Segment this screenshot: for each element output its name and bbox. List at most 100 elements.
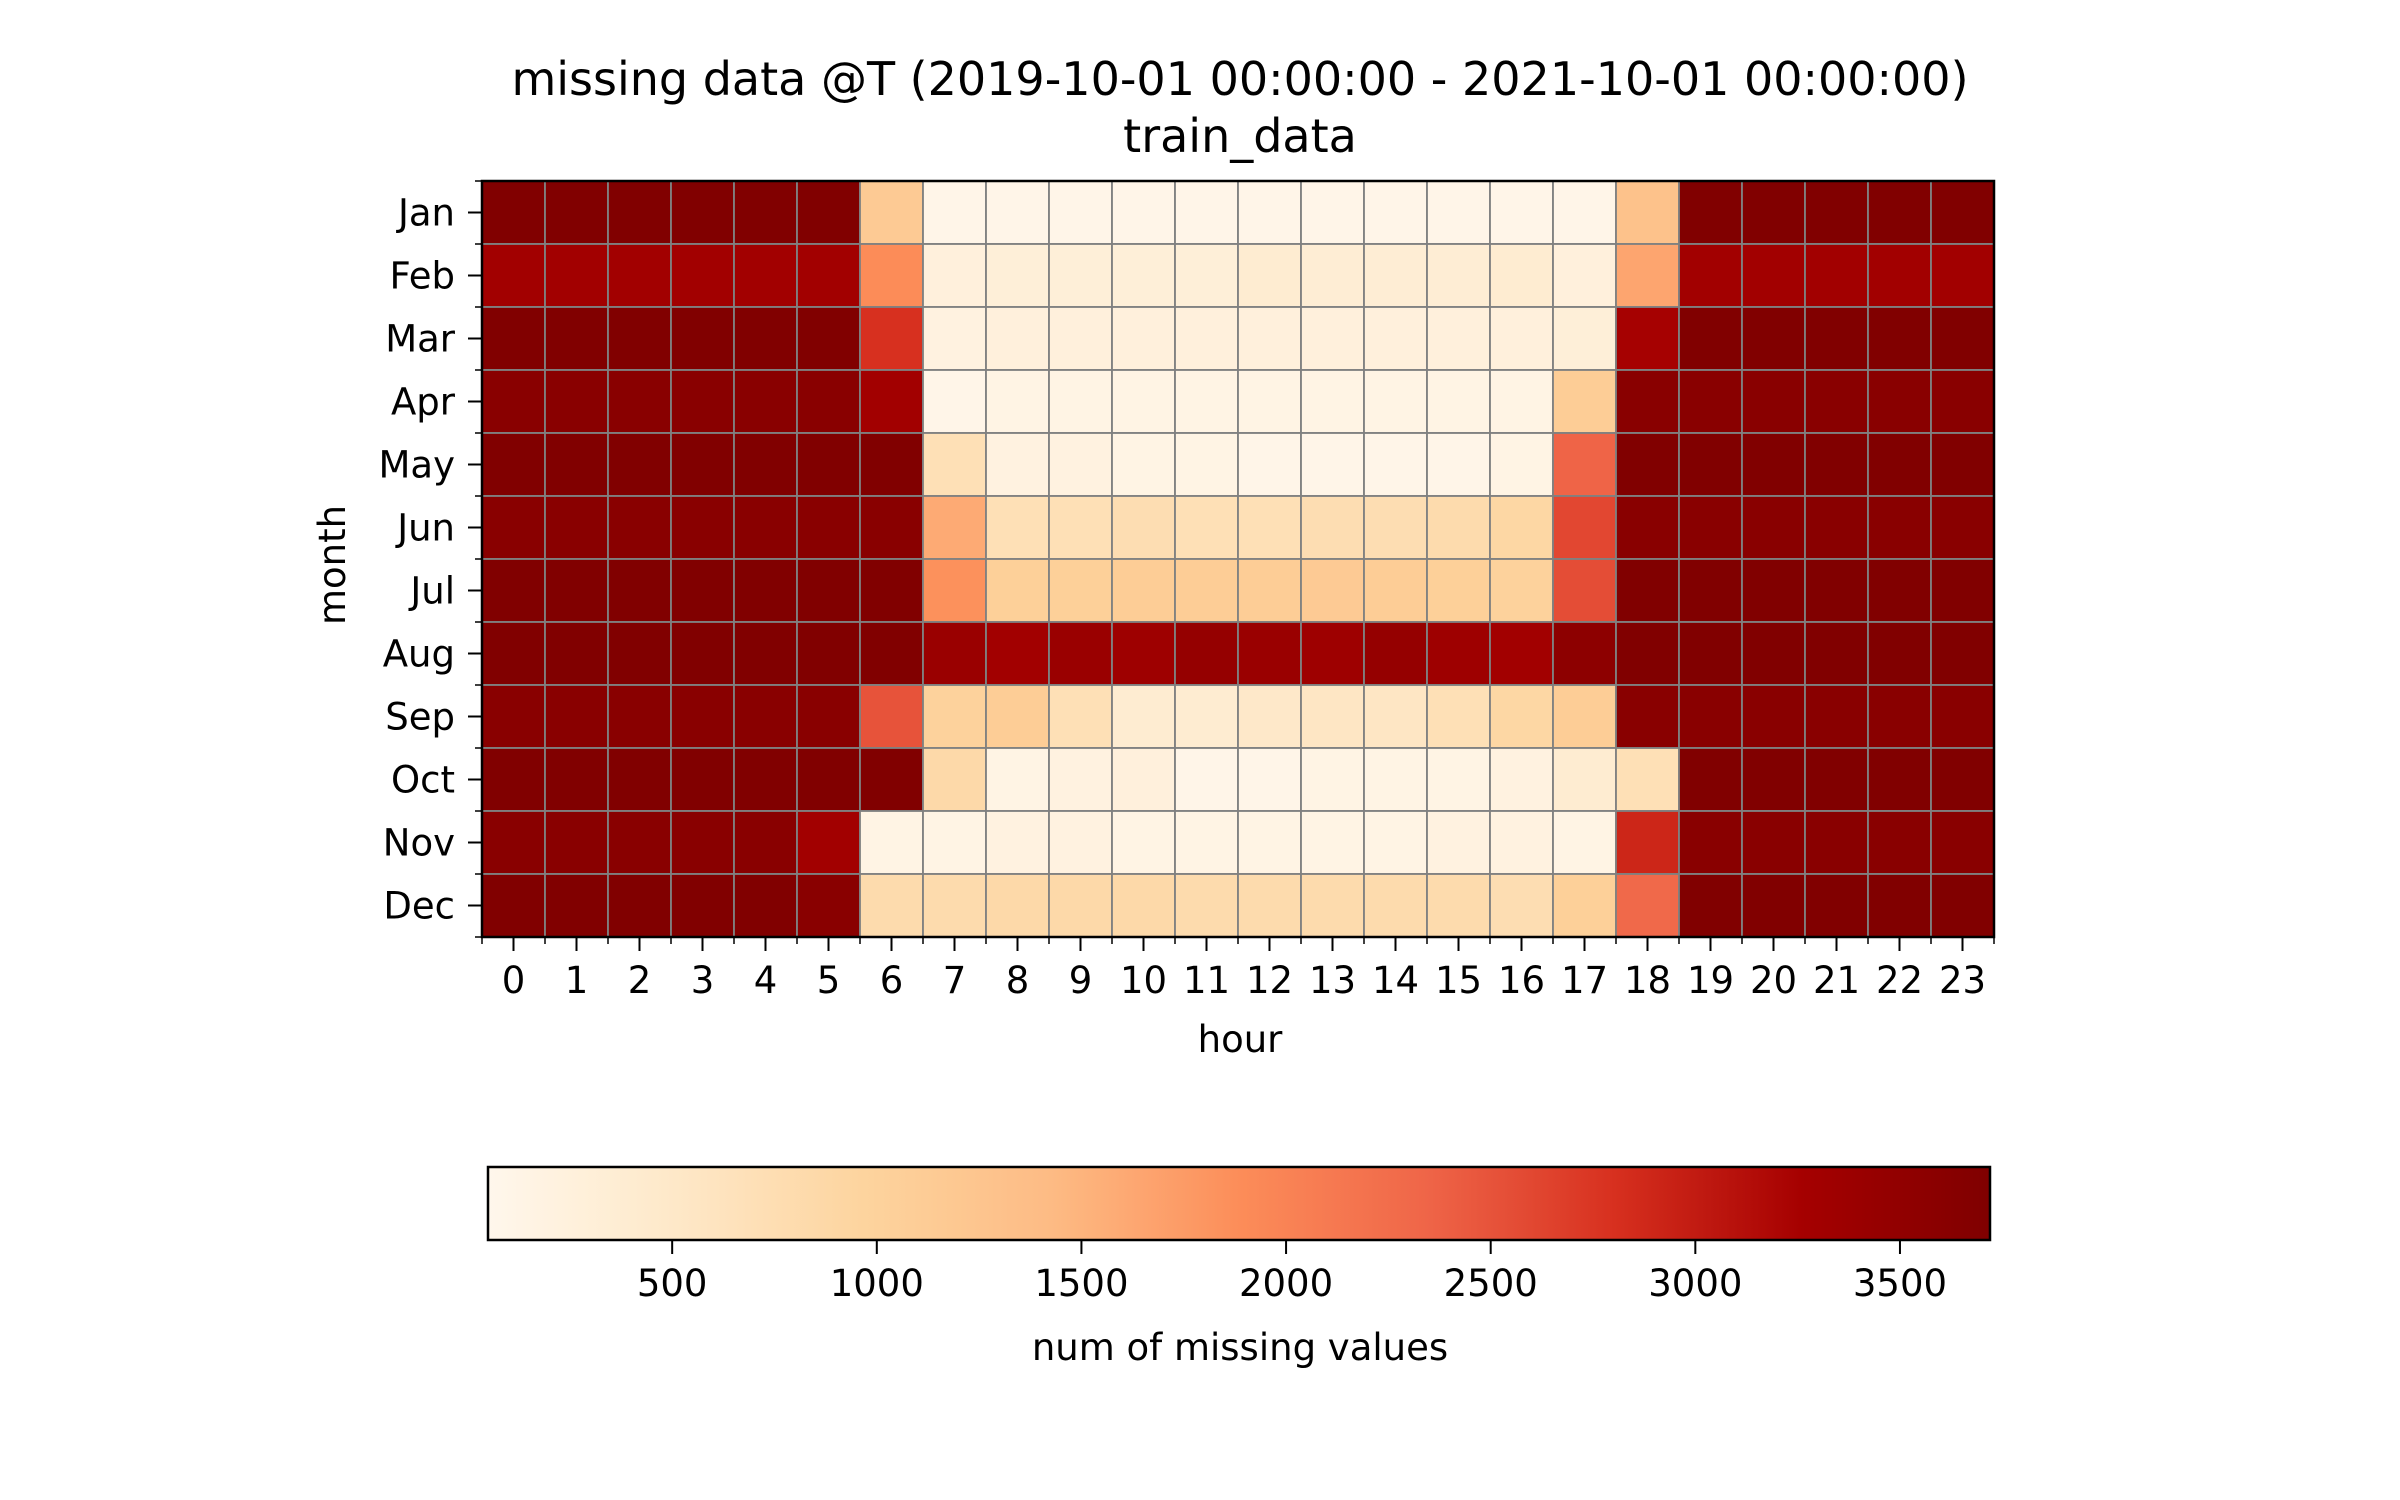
heatmap-cell xyxy=(1363,621,1428,686)
heatmap-cell xyxy=(1741,810,1806,875)
heatmap-cell xyxy=(1426,180,1491,245)
x-tick-label: 5 xyxy=(817,959,841,1002)
heatmap-cell xyxy=(1300,180,1365,245)
heatmap-cell xyxy=(1615,369,1680,434)
heatmap-cell xyxy=(1300,369,1365,434)
heatmap-cell xyxy=(859,306,924,371)
heatmap-cell xyxy=(1300,810,1365,875)
heatmap-cell xyxy=(1174,873,1239,938)
heatmap-cell xyxy=(1552,180,1617,245)
heatmap-cell xyxy=(1804,621,1869,686)
heatmap-cell xyxy=(1048,747,1113,812)
x-tick-label: 17 xyxy=(1561,959,1608,1002)
heatmap-cell xyxy=(1489,243,1554,308)
heatmap-cell xyxy=(1174,180,1239,245)
heatmap-cell xyxy=(1804,306,1869,371)
heatmap-cell xyxy=(1426,306,1491,371)
heatmap-cell xyxy=(922,495,987,560)
axis-ticks: 0 1 2 3 4 5 6 7 8 9 10 11 12 13 14 15 16 17 18 19 20 21 22 23Ja… xyxy=(379,180,1995,1002)
heatmap-cell xyxy=(544,432,609,497)
heatmap-cell xyxy=(481,432,546,497)
heatmap-cell xyxy=(733,495,798,560)
heatmap-cell xyxy=(1363,243,1428,308)
heatmap-cell xyxy=(1930,747,1995,812)
heatmap-cell xyxy=(733,684,798,749)
heatmap-cell xyxy=(1678,810,1743,875)
heatmap-cell xyxy=(1363,369,1428,434)
y-tick-label: Oct xyxy=(391,759,455,802)
heatmap-cell xyxy=(481,747,546,812)
heatmap-cell xyxy=(1237,306,1302,371)
heatmap-cell xyxy=(1111,747,1176,812)
heatmap-cell xyxy=(670,747,735,812)
heatmap-cell xyxy=(1300,558,1365,623)
x-tick-label: 19 xyxy=(1687,959,1734,1002)
x-tick-label: 13 xyxy=(1309,959,1356,1002)
heatmap-cell xyxy=(670,558,735,623)
heatmap-cell xyxy=(733,810,798,875)
heatmap-cell xyxy=(1300,243,1365,308)
heatmap-cell xyxy=(1111,369,1176,434)
heatmap-cell xyxy=(1930,558,1995,623)
heatmap-cell xyxy=(859,810,924,875)
heatmap-cell xyxy=(859,243,924,308)
heatmap-cell xyxy=(1741,432,1806,497)
heatmap-cell xyxy=(859,873,924,938)
heatmap-cell xyxy=(670,684,735,749)
heatmap-cell xyxy=(1237,621,1302,686)
x-tick-label: 4 xyxy=(754,959,778,1002)
heatmap-cell xyxy=(607,432,672,497)
heatmap-cell xyxy=(1111,558,1176,623)
heatmap-cell xyxy=(922,306,987,371)
x-tick-label: 6 xyxy=(880,959,904,1002)
heatmap-cell xyxy=(1237,495,1302,560)
colorbar-tick-label: 500 xyxy=(637,1262,708,1305)
heatmap-cell xyxy=(1930,873,1995,938)
heatmap-cell xyxy=(922,432,987,497)
heatmap-cell xyxy=(1048,684,1113,749)
heatmap-cell xyxy=(1804,684,1869,749)
x-axis-label: hour xyxy=(1198,1018,1284,1061)
x-tick-label: 2 xyxy=(628,959,652,1002)
heatmap-cell xyxy=(1804,495,1869,560)
heatmap-cell xyxy=(1930,369,1995,434)
colorbar-tick-label: 1500 xyxy=(1034,1262,1128,1305)
heatmap-cell xyxy=(1111,432,1176,497)
heatmap-cell xyxy=(1678,684,1743,749)
heatmap-cell xyxy=(1678,180,1743,245)
heatmap-cell xyxy=(1615,810,1680,875)
heatmap-cell xyxy=(1804,369,1869,434)
heatmap-cell xyxy=(1237,684,1302,749)
heatmap-cell xyxy=(1867,684,1932,749)
x-tick-label: 21 xyxy=(1813,959,1860,1002)
y-tick-label: May xyxy=(379,444,456,487)
heatmap-cell xyxy=(796,873,861,938)
heatmap-cell xyxy=(670,180,735,245)
heatmap-cell xyxy=(607,558,672,623)
heatmap-cell xyxy=(1363,810,1428,875)
x-tick-label: 0 xyxy=(502,959,526,1002)
heatmap-cell xyxy=(1552,369,1617,434)
heatmap-cell xyxy=(1300,873,1365,938)
heatmap-cell xyxy=(544,369,609,434)
heatmap-cell xyxy=(1237,810,1302,875)
heatmap-cell xyxy=(544,621,609,686)
heatmap-cell xyxy=(1363,747,1428,812)
heatmap-cell xyxy=(1174,495,1239,560)
heatmap-cell xyxy=(1867,558,1932,623)
heatmap-cell xyxy=(1867,369,1932,434)
heatmap-cell xyxy=(1615,432,1680,497)
heatmap-cell xyxy=(607,873,672,938)
heatmap-cell xyxy=(1300,495,1365,560)
heatmap-cell xyxy=(1741,180,1806,245)
heatmap-cell xyxy=(1867,243,1932,308)
x-tick-label: 7 xyxy=(943,959,967,1002)
heatmap-cell xyxy=(796,684,861,749)
heatmap-cell xyxy=(1111,306,1176,371)
colorbar-gradient xyxy=(486,1165,1992,1242)
heatmap-cell xyxy=(670,810,735,875)
heatmap-cell xyxy=(1174,558,1239,623)
heatmap-cell xyxy=(733,243,798,308)
heatmap-cell xyxy=(985,558,1050,623)
